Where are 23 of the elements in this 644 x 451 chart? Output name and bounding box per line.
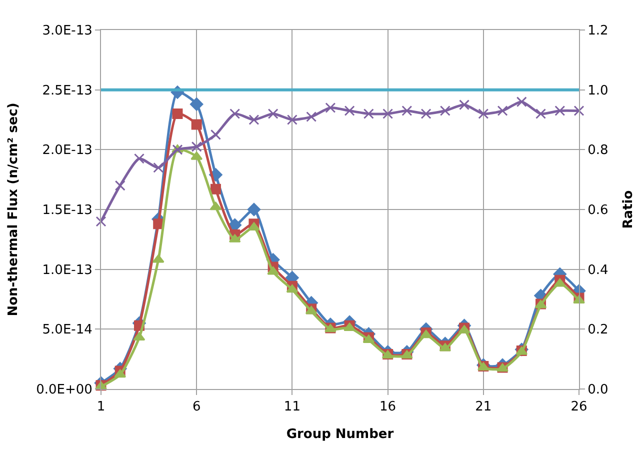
y2-tick-label: 0.8 [588,143,608,158]
x-tick-label: 26 [570,400,588,415]
x-tick-label: 21 [475,400,492,415]
y-tick-label: 2.0E-13 [42,143,92,158]
y-tick-label: 1.5E-13 [42,203,92,218]
x-tick-label: 6 [192,400,201,415]
x-tick-label: 11 [284,400,300,415]
y2-tick-label: 1.2 [588,24,608,39]
y-tick-label: 1.0E-13 [42,262,92,278]
y-tick-label: 3.0E-13 [42,24,92,39]
y2-tick-label: 0.6 [588,203,608,218]
y-tick-label: 5.0E-14 [42,322,92,338]
x-tick-label: 16 [380,400,396,415]
y-axis-title: Non-thermal Flux (n/cm² sec) [6,102,22,316]
y2-tick-label: 0.0 [588,382,608,398]
y2-axis-title: Ratio [620,190,636,229]
y-tick-label: 0.0E+00 [36,382,92,398]
y-tick-label: 2.5E-13 [42,83,92,98]
y2-tick-label: 0.4 [588,262,608,278]
x-axis-title: Group Number [286,427,394,442]
x-tick-label: 1 [96,400,106,415]
y2-tick-label: 1.0 [588,83,608,98]
y2-tick-label: 0.2 [588,322,608,338]
